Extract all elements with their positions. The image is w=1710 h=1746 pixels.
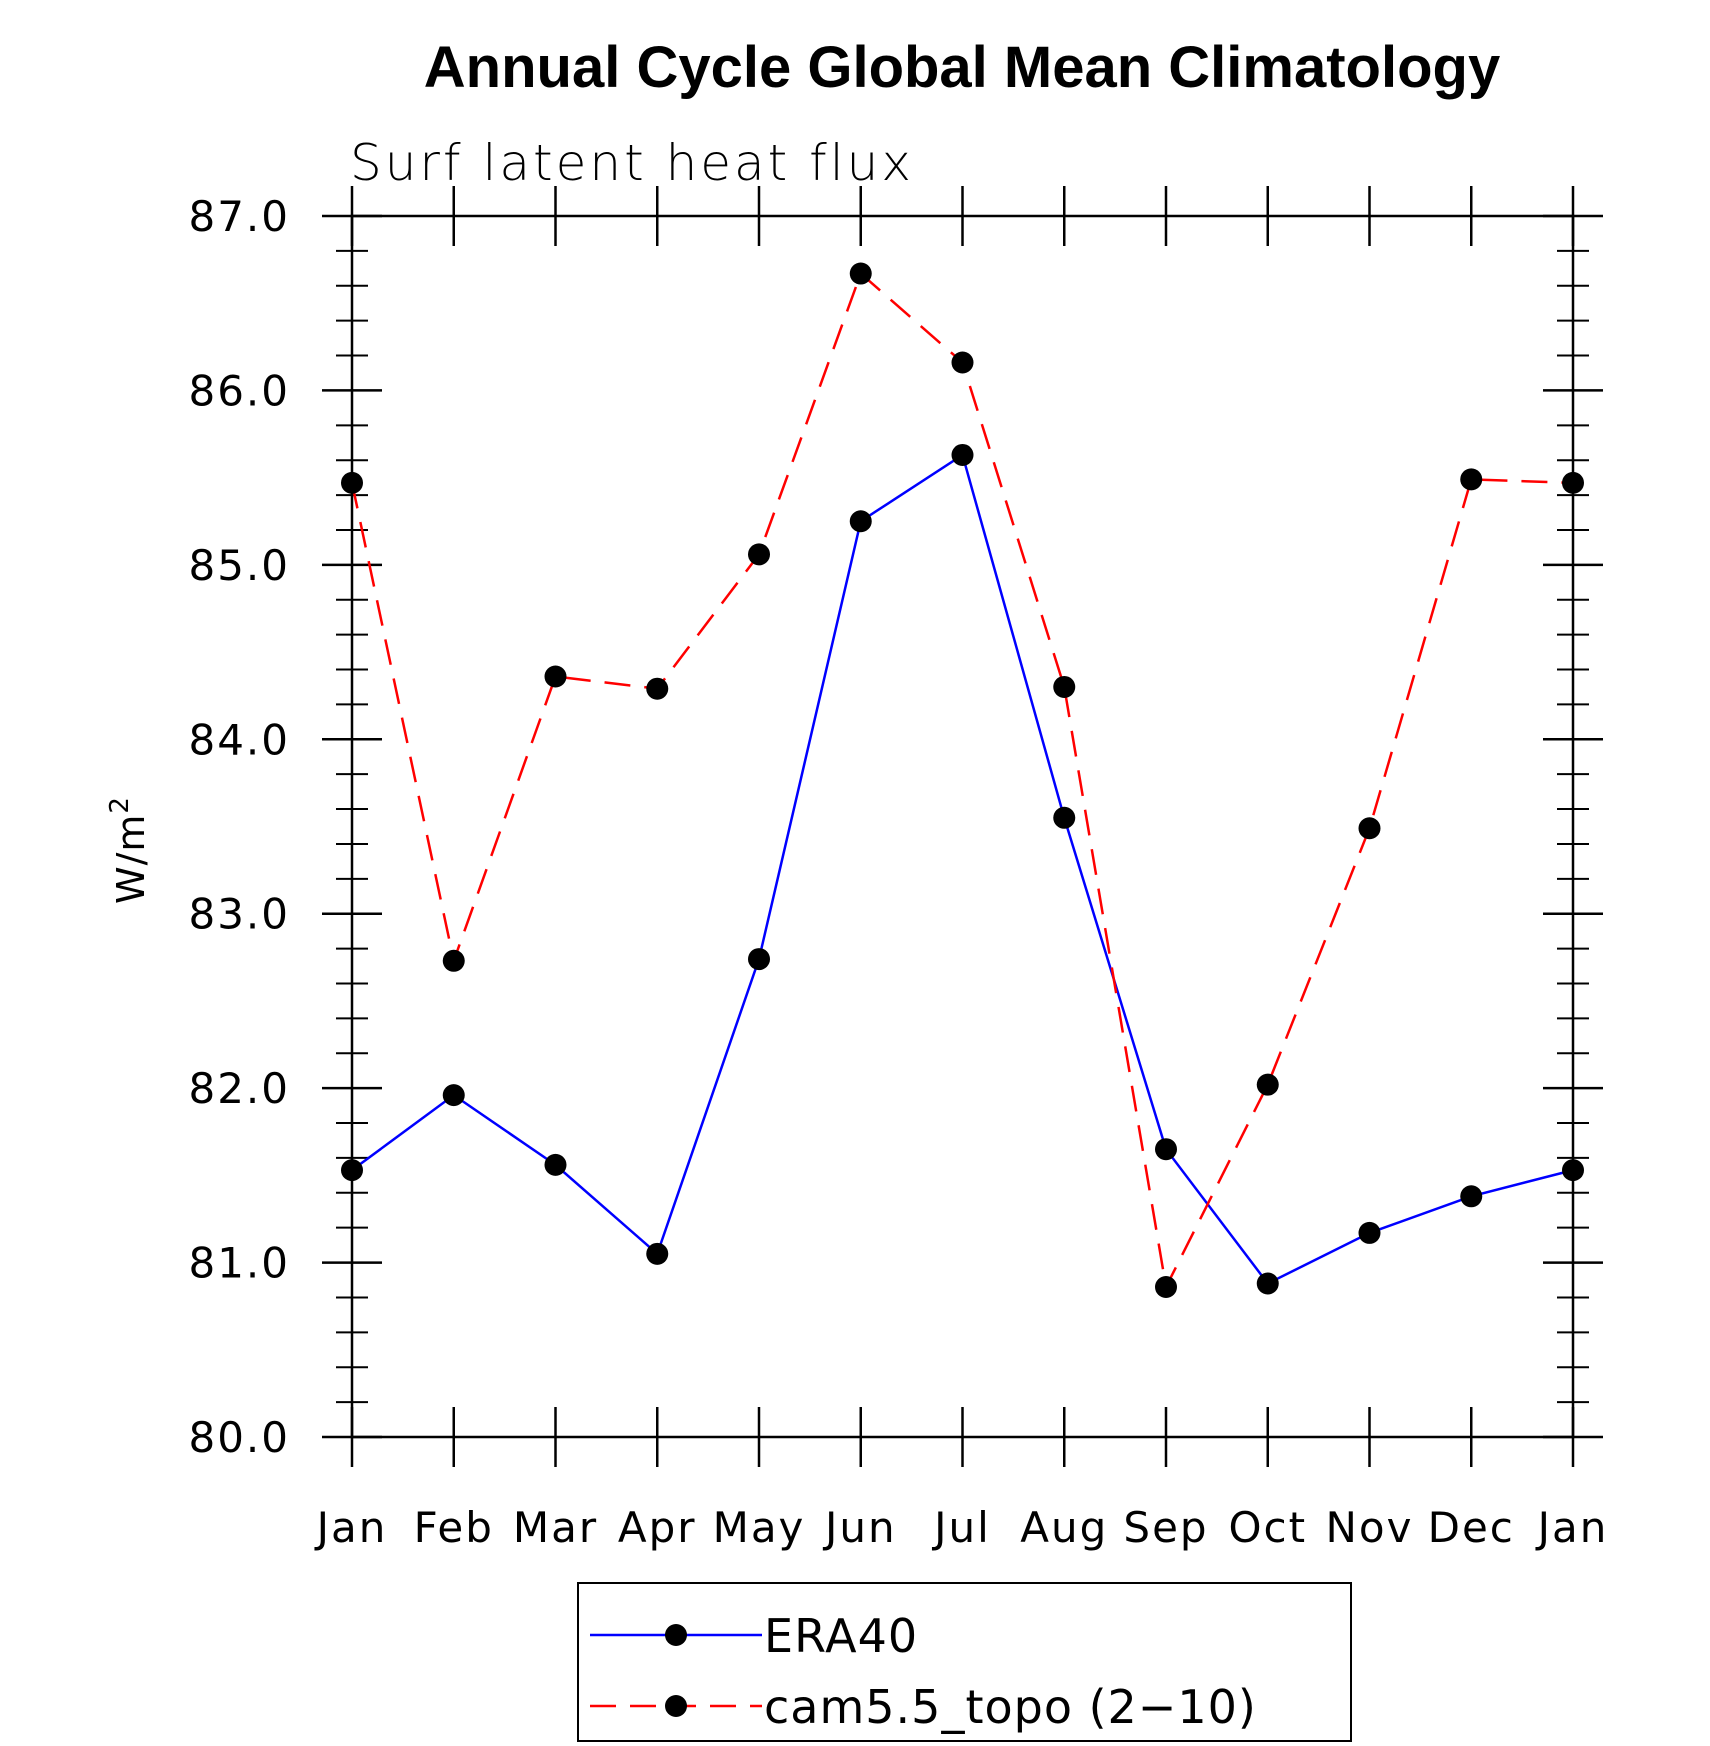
legend-label-cam5-5-topo: cam5.5_topo (2−10) [764,1680,1257,1734]
x-tick-label: Apr [618,1503,697,1552]
x-tick-label: Jan [1535,1503,1609,1552]
data-point-cam5-5-topo [1460,468,1483,491]
data-point-era40 [1460,1185,1483,1208]
data-point-era40 [849,510,872,533]
data-point-era40 [544,1153,567,1176]
data-point-cam5-5-topo [748,543,770,566]
x-tick-label: Oct [1228,1503,1307,1552]
y-tick-label: 87.0 [188,192,290,241]
y-tick-label: 84.0 [188,715,290,764]
y-tick-label: 85.0 [188,541,290,590]
data-point-era40 [1562,1159,1584,1182]
x-tick-label: Sep [1123,1503,1208,1552]
legend-label-era40: ERA40 [764,1609,918,1663]
series-line-cam5-5-topo [350,271,1574,1291]
legend-marker [665,1624,687,1646]
y-axis-label-superscript: 2 [105,796,135,814]
series-markers [341,262,1584,1298]
plot-frame [350,214,1575,1439]
axes [322,186,1603,1467]
x-tick-label: Jun [822,1503,897,1552]
data-point-cam5-5-topo [951,351,974,374]
y-tick-label: 81.0 [188,1239,290,1288]
y-axis-tick-labels: 80.0 81.0 82.0 83.0 84.0 85.0 86.0 87.0 [188,192,290,1462]
data-point-era40 [1358,1221,1381,1244]
data-point-cam5-5-topo [1562,471,1584,494]
data-point-era40 [748,948,770,971]
y-tick-label: 80.0 [188,1413,290,1462]
x-tick-label: Mar [513,1503,598,1552]
x-tick-label: Aug [1020,1503,1108,1552]
data-point-cam5-5-topo [1256,1073,1279,1096]
y-axis-label-unit: W/m [109,814,153,904]
data-point-cam5-5-topo [1358,817,1381,840]
x-tick-label: Dec [1428,1503,1515,1552]
data-point-era40 [442,1084,465,1107]
y-axis-label: W/m2 [105,796,153,904]
series-line-era40 [351,452,1574,1286]
x-tick-label: Jul [931,1503,991,1552]
data-point-era40 [1155,1138,1177,1161]
data-point-era40 [646,1242,669,1265]
x-tick-label: May [713,1503,806,1552]
data-point-cam5-5-topo [1155,1275,1177,1298]
y-tick-label: 82.0 [188,1064,290,1113]
data-point-cam5-5-topo [341,471,363,494]
data-point-cam5-5-topo [849,262,872,285]
y-tick-label: 86.0 [188,366,290,415]
legend: ERA40 cam5.5_topo (2−10) [577,1582,1352,1742]
legend-marker [665,1695,687,1717]
series-lines [350,271,1574,1291]
data-point-cam5-5-topo [646,677,669,700]
data-point-era40 [341,1159,363,1182]
legend-box [577,1582,1352,1742]
chart-title: Annual Cycle Global Mean Climatology [424,35,1500,100]
y-tick-label: 83.0 [188,890,290,939]
x-tick-label: Jan [314,1503,388,1552]
data-point-era40 [1256,1272,1279,1295]
data-point-cam5-5-topo [544,665,567,688]
x-tick-label: Feb [414,1503,494,1552]
data-point-era40 [1053,806,1076,829]
data-point-cam5-5-topo [1053,675,1076,698]
data-point-cam5-5-topo [442,949,465,972]
x-tick-label: Nov [1326,1503,1414,1552]
x-axis-tick-labels: Jan Feb Mar Apr May Jun Jul Aug Sep Oct Nov Dec Jan [314,1503,1609,1552]
data-point-era40 [951,443,974,466]
chart-subtitle: Surf latent heat flux [350,134,914,192]
